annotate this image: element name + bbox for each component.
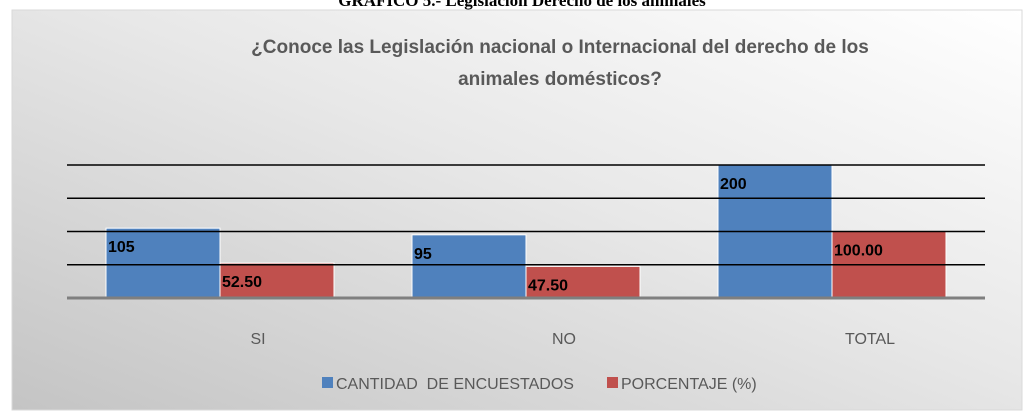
chart-title: ¿Conoce las Legislación nacional o Inter… [251,37,869,90]
x-tick-label: SI [250,331,265,348]
data-label: 47.50 [528,277,568,294]
data-label: 105 [108,239,135,256]
legend-label: CANTIDAD DE ENCUESTADOS [336,376,574,393]
page-header: GRÁFICO 5.- Legislación Derecho de los a… [338,0,706,10]
legend-label: PORCENTAJE (%) [621,376,757,393]
data-label: 200 [720,176,747,193]
x-tick-label: NO [552,331,576,348]
legend-swatch [607,377,618,388]
bar [525,265,641,299]
bar [411,234,527,299]
bar [219,262,335,299]
data-label: 52.50 [222,274,262,291]
chart-area [11,9,1023,411]
data-label: 100.00 [834,243,883,260]
x-tick-label: TOTAL [845,331,895,348]
legend-swatch [322,377,333,388]
data-label: 95 [414,246,432,263]
